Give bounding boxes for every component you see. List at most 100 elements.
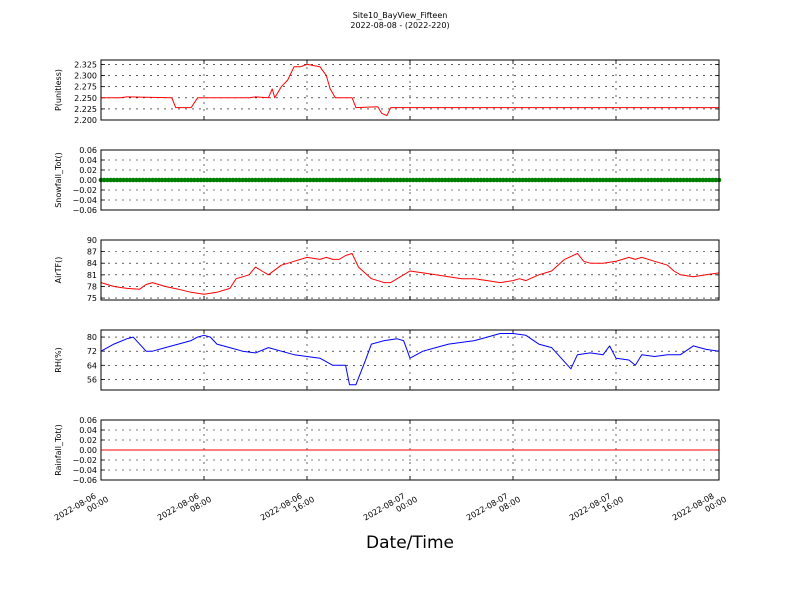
series-point — [636, 177, 641, 183]
series-point — [713, 177, 719, 183]
series-point — [214, 177, 220, 183]
series-point — [584, 177, 590, 183]
series-line — [101, 63, 719, 117]
series-point — [655, 177, 661, 183]
series-point — [700, 177, 706, 183]
series-point — [378, 177, 384, 183]
x-tick-label: 2022-08-0800:00 — [671, 487, 728, 530]
series-point — [307, 177, 313, 183]
y-tick-label: 81 — [87, 271, 97, 280]
x-tick-label: 2022-08-0700:00 — [362, 487, 419, 530]
series-point — [484, 177, 490, 183]
series-point — [105, 177, 110, 183]
series-point — [433, 177, 439, 183]
series-point — [607, 177, 612, 183]
series-point — [452, 177, 458, 183]
y-tick-label: 0.00 — [79, 176, 97, 185]
series-point — [600, 177, 606, 183]
series-point — [150, 177, 155, 183]
series-point — [488, 177, 493, 183]
y-tick-label: 0.02 — [79, 436, 97, 445]
series-point — [633, 177, 638, 183]
x-axis-label: Date/Time — [366, 533, 454, 553]
series-point — [340, 177, 345, 183]
series-point — [304, 177, 310, 183]
series-point — [240, 177, 245, 183]
series-point — [546, 177, 551, 183]
series-point — [121, 177, 126, 183]
series-point — [697, 177, 702, 183]
series-point — [629, 177, 635, 183]
panel-frame — [100, 419, 720, 481]
y-tick-label: 72 — [87, 347, 97, 356]
series-point — [616, 177, 622, 183]
series-point — [298, 177, 303, 183]
series-point — [143, 177, 149, 183]
y-axis-label: Snowfall_Tot() — [54, 152, 63, 208]
series-point — [317, 177, 323, 183]
series-point — [134, 177, 139, 183]
y-tick-label: 2.200 — [74, 116, 97, 125]
series-point — [108, 177, 113, 183]
y-tick-label: 64 — [87, 361, 97, 370]
series-point — [175, 177, 181, 183]
series-point — [430, 177, 435, 183]
series-point — [179, 177, 184, 183]
series-point — [526, 177, 532, 183]
series-point — [513, 177, 519, 183]
series-point — [385, 177, 390, 183]
series-point — [410, 177, 416, 183]
series-point — [262, 177, 268, 183]
series-point — [333, 177, 339, 183]
series-point — [678, 177, 683, 183]
series-point — [565, 177, 571, 183]
series-point — [381, 177, 387, 183]
series-point — [642, 177, 648, 183]
series-point — [314, 177, 319, 183]
series-point — [594, 177, 599, 183]
series-point — [703, 177, 709, 183]
series-point — [665, 177, 670, 183]
series-point — [192, 177, 197, 183]
series-point — [217, 177, 223, 183]
series-point — [558, 177, 564, 183]
panel-frame — [100, 59, 720, 121]
series-point — [137, 177, 142, 183]
series-point — [201, 177, 207, 183]
series-point — [520, 177, 525, 183]
panel-frame — [100, 239, 720, 301]
series-point — [330, 177, 336, 183]
series-point — [674, 177, 680, 183]
series-point — [356, 177, 361, 183]
series-point — [398, 177, 403, 183]
x-tick-label: 2022-08-0600:00 — [53, 487, 110, 530]
series-point — [391, 177, 397, 183]
series-point — [542, 177, 548, 183]
y-tick-label: 80 — [87, 333, 97, 342]
series-point — [246, 177, 252, 183]
series-point — [478, 177, 484, 183]
y-axis-label: Rainfall_Tot() — [54, 424, 63, 476]
x-tick-label: 2022-08-0608:00 — [156, 487, 213, 530]
series-point — [491, 177, 496, 183]
series-line — [100, 333, 720, 386]
series-point — [359, 177, 365, 183]
series-point — [243, 177, 249, 183]
y-tick-label: −0.04 — [72, 466, 97, 475]
series-point — [639, 177, 645, 183]
x-tick-label: 2022-08-0708:00 — [465, 487, 522, 530]
series-point — [346, 177, 352, 183]
series-point — [188, 177, 194, 183]
y-tick-label: 90 — [87, 236, 97, 245]
series-point — [301, 177, 307, 183]
y-tick-label: 0.06 — [79, 416, 97, 425]
series-point — [530, 177, 535, 183]
series-point — [291, 177, 297, 183]
series-point — [459, 177, 464, 183]
series-point — [114, 177, 120, 183]
series-point — [568, 177, 574, 183]
series-point — [224, 177, 229, 183]
y-tick-label: −0.02 — [72, 456, 97, 465]
series-point — [575, 177, 580, 183]
